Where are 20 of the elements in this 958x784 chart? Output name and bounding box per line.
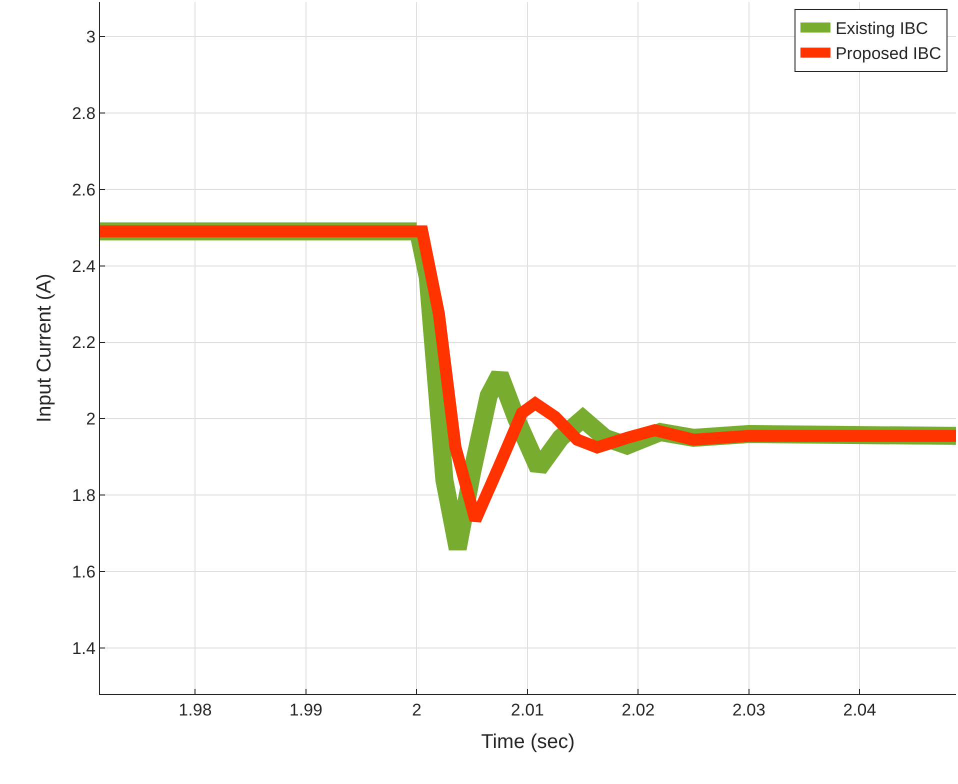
legend-label: Existing IBC: [835, 19, 928, 38]
x-tick-label: 2.03: [732, 700, 766, 720]
x-tick-label: 2: [412, 700, 422, 720]
y-tick-label: 2: [86, 410, 96, 429]
x-tick-label: 2.04: [843, 700, 876, 720]
y-tick-label: 2.6: [72, 180, 96, 200]
x-tick-label: 1.98: [178, 700, 212, 720]
y-axis-title: Input Current (A): [33, 274, 56, 422]
x-tick-label: 2.02: [622, 700, 655, 720]
legend-label: Proposed IBC: [835, 44, 942, 64]
y-tick-label: 1.6: [72, 562, 96, 582]
x-tick-label: 2.01: [510, 700, 544, 720]
x-axis-title: Time (sec): [481, 730, 575, 753]
y-tick-label: 2.8: [72, 104, 96, 123]
y-tick-label: 2.2: [72, 333, 96, 352]
y-tick-label: 3: [86, 27, 96, 46]
x-tick-label: 1.99: [289, 700, 323, 720]
y-tick-label: 1.8: [72, 486, 96, 506]
y-tick-label: 1.4: [72, 639, 96, 658]
y-tick-label: 2.4: [72, 256, 96, 276]
